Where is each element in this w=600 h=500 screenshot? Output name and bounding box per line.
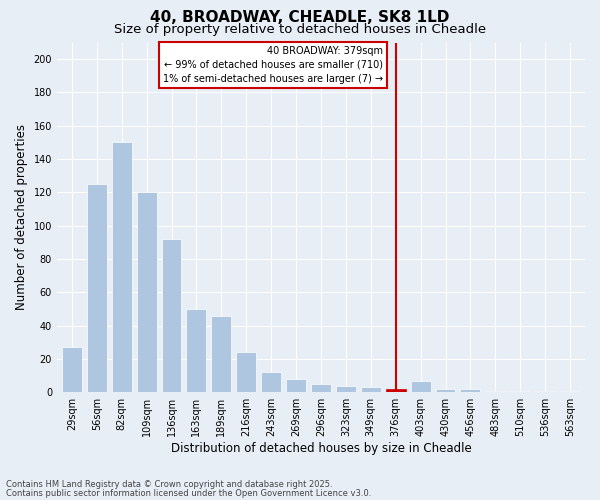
Bar bbox=[211, 316, 231, 392]
Bar bbox=[261, 372, 281, 392]
Bar bbox=[236, 352, 256, 393]
Text: 40 BROADWAY: 379sqm
← 99% of detached houses are smaller (710)
1% of semi-detach: 40 BROADWAY: 379sqm ← 99% of detached ho… bbox=[163, 46, 383, 84]
Bar bbox=[87, 184, 107, 392]
Bar bbox=[137, 192, 157, 392]
Text: Size of property relative to detached houses in Cheadle: Size of property relative to detached ho… bbox=[114, 22, 486, 36]
Bar bbox=[336, 386, 356, 392]
Bar bbox=[436, 389, 455, 392]
Text: Contains HM Land Registry data © Crown copyright and database right 2025.: Contains HM Land Registry data © Crown c… bbox=[6, 480, 332, 489]
Bar bbox=[460, 389, 481, 392]
Bar bbox=[161, 239, 181, 392]
Bar bbox=[361, 388, 381, 392]
Bar bbox=[485, 390, 505, 392]
X-axis label: Distribution of detached houses by size in Cheadle: Distribution of detached houses by size … bbox=[170, 442, 472, 455]
Bar bbox=[62, 348, 82, 393]
Bar bbox=[286, 379, 306, 392]
Text: Contains public sector information licensed under the Open Government Licence v3: Contains public sector information licen… bbox=[6, 488, 371, 498]
Bar bbox=[386, 389, 406, 392]
Bar bbox=[311, 384, 331, 392]
Bar bbox=[410, 380, 431, 392]
Bar bbox=[535, 390, 555, 392]
Text: 40, BROADWAY, CHEADLE, SK8 1LD: 40, BROADWAY, CHEADLE, SK8 1LD bbox=[151, 10, 449, 25]
Bar bbox=[510, 390, 530, 392]
Bar bbox=[187, 309, 206, 392]
Y-axis label: Number of detached properties: Number of detached properties bbox=[15, 124, 28, 310]
Bar bbox=[112, 142, 131, 392]
Bar bbox=[560, 390, 580, 392]
